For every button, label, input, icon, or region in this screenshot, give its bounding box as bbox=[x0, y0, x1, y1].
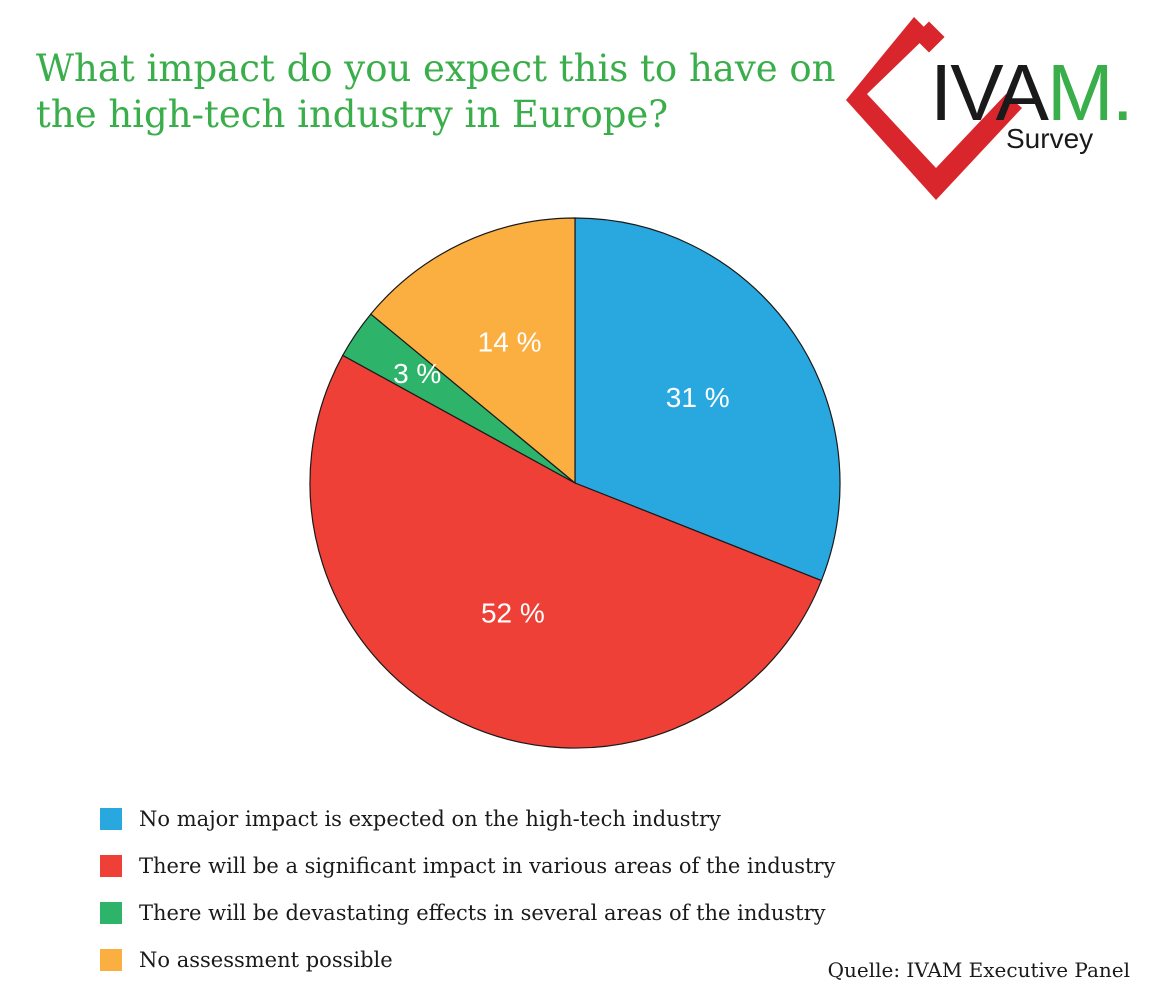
logo-wordmark-accent: M. bbox=[1047, 48, 1132, 137]
legend-label: There will be devastating effects in sev… bbox=[139, 900, 826, 925]
logo-subtitle: Survey bbox=[1006, 123, 1093, 154]
legend-swatch bbox=[100, 854, 122, 877]
legend-item: There will be a significant impact in va… bbox=[100, 842, 835, 889]
legend-label: No major impact is expected on the high-… bbox=[139, 806, 721, 831]
logo-wordmark-main: IVA bbox=[930, 48, 1050, 137]
legend-item: No major impact is expected on the high-… bbox=[100, 795, 835, 842]
legend-label: There will be a significant impact in va… bbox=[139, 853, 836, 878]
chart-legend: No major impact is expected on the high-… bbox=[100, 795, 835, 983]
pie-slices bbox=[309, 217, 841, 749]
chart-title-line-2: the high-tech industry in Europe? bbox=[36, 93, 669, 136]
pie-value-labels: 31 % 52 % 3 % 14 % bbox=[393, 326, 730, 628]
source-note: Quelle: IVAM Executive Panel bbox=[827, 958, 1130, 982]
pie-value-label: 3 % bbox=[393, 358, 441, 389]
chart-title-line-1: What impact do you expect this to have o… bbox=[36, 47, 836, 90]
legend-item: There will be devastating effects in sev… bbox=[100, 889, 835, 936]
legend-item: No assessment possible bbox=[100, 936, 835, 983]
logo-wordmark: IVAM. bbox=[930, 48, 1132, 137]
pie-slice bbox=[309, 354, 823, 749]
pie-value-label: 52 % bbox=[481, 597, 545, 628]
ivam-survey-logo: IVAM. Survey bbox=[846, 17, 1134, 200]
legend-label: No assessment possible bbox=[139, 947, 393, 972]
legend-swatch bbox=[100, 901, 122, 924]
pie-value-label: 14 % bbox=[478, 326, 542, 357]
chart-title: What impact do you expect this to have o… bbox=[36, 46, 836, 138]
pie-slice bbox=[369, 217, 576, 485]
legend-swatch bbox=[100, 807, 122, 830]
pie-slice bbox=[574, 217, 841, 582]
pie-value-label: 31 % bbox=[666, 382, 730, 413]
legend-swatch bbox=[100, 948, 122, 971]
logo-check-mark bbox=[846, 17, 1022, 200]
